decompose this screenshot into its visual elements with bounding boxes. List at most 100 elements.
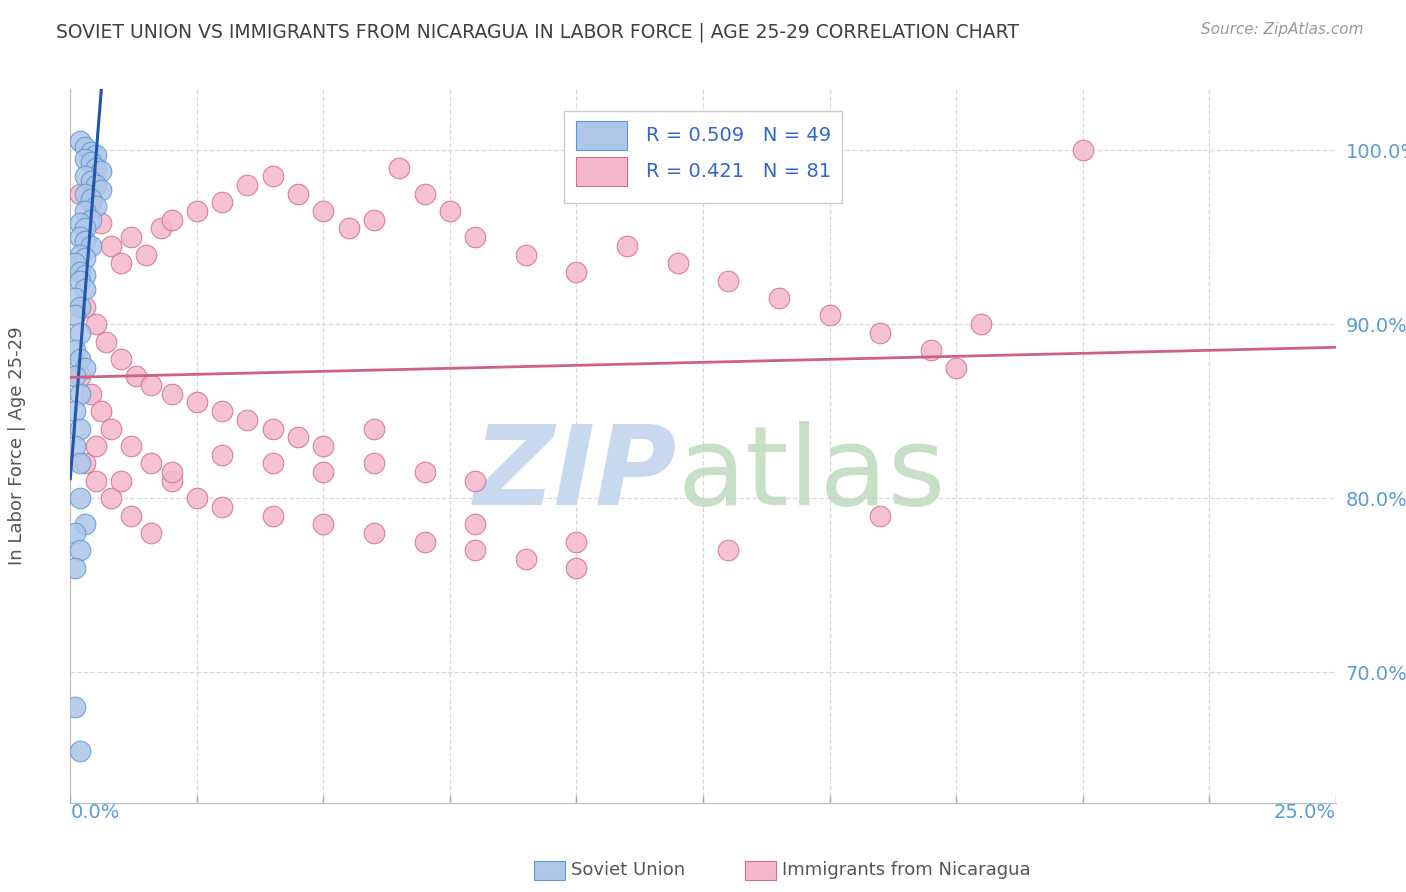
Point	[970, 317, 993, 331]
Point	[945, 360, 967, 375]
Point	[69, 274, 91, 288]
Point	[363, 212, 385, 227]
Point	[211, 500, 233, 514]
Point	[65, 700, 87, 714]
Point	[413, 534, 436, 549]
Point	[84, 317, 107, 331]
Point	[120, 439, 142, 453]
Point	[565, 561, 588, 575]
Point	[717, 274, 740, 288]
Point	[141, 457, 163, 471]
Point	[90, 164, 112, 178]
Point	[90, 183, 112, 197]
Point	[312, 204, 335, 219]
Point	[100, 491, 122, 506]
Text: 25.0%: 25.0%	[1274, 803, 1336, 822]
Point	[75, 251, 97, 265]
Text: R = 0.509   N = 49: R = 0.509 N = 49	[647, 126, 831, 145]
Point	[79, 145, 101, 159]
Point	[110, 474, 132, 488]
Point	[65, 526, 87, 541]
Text: ZIP: ZIP	[474, 421, 678, 528]
Point	[464, 230, 486, 244]
Point	[287, 430, 309, 444]
Point	[75, 282, 97, 296]
Point	[69, 351, 91, 366]
Point	[312, 517, 335, 532]
Point	[69, 300, 91, 314]
Text: R = 0.421   N = 81: R = 0.421 N = 81	[647, 161, 831, 181]
Point	[75, 152, 97, 166]
Point	[666, 256, 689, 270]
Point	[69, 230, 91, 244]
Point	[120, 230, 142, 244]
FancyBboxPatch shape	[576, 121, 627, 150]
Point	[100, 239, 122, 253]
Point	[75, 457, 97, 471]
Point	[75, 169, 97, 184]
Point	[565, 265, 588, 279]
Point	[94, 334, 117, 349]
Point	[287, 186, 309, 201]
Point	[337, 221, 360, 235]
Point	[186, 395, 208, 409]
Point	[1071, 143, 1094, 157]
Point	[464, 543, 486, 558]
Point	[69, 421, 91, 435]
Point	[515, 552, 537, 566]
Point	[363, 526, 385, 541]
Point	[515, 247, 537, 261]
Point	[90, 404, 112, 418]
Point	[413, 186, 436, 201]
Point	[84, 474, 107, 488]
Point	[717, 543, 740, 558]
Point	[65, 309, 87, 323]
Point	[768, 291, 790, 305]
Point	[211, 448, 233, 462]
Point	[79, 239, 101, 253]
Point	[186, 204, 208, 219]
Point	[69, 135, 91, 149]
Point	[75, 139, 97, 153]
Point	[262, 457, 284, 471]
Point	[65, 404, 87, 418]
Point	[69, 186, 91, 201]
Point	[363, 421, 385, 435]
Point	[160, 474, 183, 488]
Point	[211, 195, 233, 210]
Text: Immigrants from Nicaragua: Immigrants from Nicaragua	[782, 861, 1031, 879]
Text: SOVIET UNION VS IMMIGRANTS FROM NICARAGUA IN LABOR FORCE | AGE 25-29 CORRELATION: SOVIET UNION VS IMMIGRANTS FROM NICARAGU…	[56, 22, 1019, 42]
Point	[75, 204, 97, 219]
Point	[75, 234, 97, 248]
Point	[110, 351, 132, 366]
Point	[120, 508, 142, 523]
Point	[84, 178, 107, 192]
Point	[69, 543, 91, 558]
Point	[75, 300, 97, 314]
Point	[69, 247, 91, 261]
Point	[869, 326, 891, 340]
Point	[125, 369, 148, 384]
Point	[84, 199, 107, 213]
Point	[69, 457, 91, 471]
Point	[236, 413, 259, 427]
Point	[69, 491, 91, 506]
Text: atlas: atlas	[678, 421, 946, 528]
Point	[160, 212, 183, 227]
Point	[262, 169, 284, 184]
Point	[65, 439, 87, 453]
Point	[79, 386, 101, 401]
Point	[464, 474, 486, 488]
Point	[312, 465, 335, 479]
Point	[141, 526, 163, 541]
Point	[69, 369, 91, 384]
Point	[262, 508, 284, 523]
Point	[79, 192, 101, 206]
Point	[150, 221, 173, 235]
Point	[100, 421, 122, 435]
Point	[65, 343, 87, 358]
Point	[90, 216, 112, 230]
Point	[75, 517, 97, 532]
Point	[75, 186, 97, 201]
Point	[84, 439, 107, 453]
